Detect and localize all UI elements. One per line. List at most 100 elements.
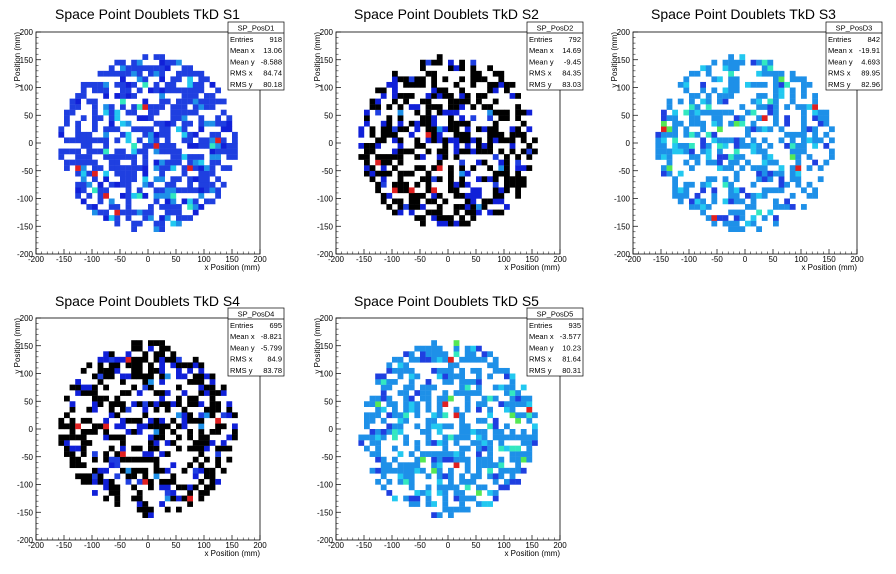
histogram-bin xyxy=(481,445,488,452)
histogram-bin xyxy=(420,76,426,83)
histogram-bin xyxy=(414,181,421,188)
histogram-bin xyxy=(204,187,210,194)
histogram-bin xyxy=(795,154,802,160)
histogram-bin xyxy=(142,148,149,155)
histogram-bin xyxy=(515,434,521,441)
histogram-bin xyxy=(392,412,398,419)
histogram-bin xyxy=(700,143,706,149)
histogram-bin xyxy=(397,154,404,160)
histogram-bin xyxy=(176,395,182,402)
histogram-bin xyxy=(125,181,132,188)
histogram-bin xyxy=(192,484,199,491)
histogram-bin xyxy=(64,440,70,446)
histogram-bin xyxy=(358,434,365,441)
histogram-bin xyxy=(694,115,701,121)
histogram-bin xyxy=(728,226,734,232)
histogram-bin xyxy=(784,120,790,127)
histogram-bin xyxy=(677,198,684,205)
histogram-bin xyxy=(420,451,426,457)
histogram-bin xyxy=(778,81,785,88)
histogram-bin xyxy=(408,473,415,480)
histogram-bin xyxy=(80,165,87,171)
histogram-bin xyxy=(829,148,835,155)
histogram-bin xyxy=(448,395,454,402)
histogram-bin xyxy=(464,478,471,485)
histogram-bin xyxy=(209,467,216,474)
histogram-bin xyxy=(86,170,93,177)
x-tick-label: -200 xyxy=(625,255,642,264)
histogram-bin xyxy=(520,120,527,127)
histogram-bin xyxy=(69,434,76,441)
histogram-bin xyxy=(192,473,199,480)
histogram-bin xyxy=(397,373,404,380)
x-tick-label: 150 xyxy=(525,255,539,264)
histogram-bin xyxy=(114,495,121,502)
histogram-bin xyxy=(476,143,482,149)
histogram-bin xyxy=(823,159,830,166)
x-tick-label: 0 xyxy=(743,255,748,264)
histogram-bin xyxy=(700,204,706,210)
histogram-bin xyxy=(148,345,154,352)
y-tick-label: 200 xyxy=(320,314,334,323)
histogram-bin xyxy=(498,456,505,463)
histogram-bin xyxy=(397,159,404,166)
histogram-bin xyxy=(476,373,482,380)
x-tick-label: 0 xyxy=(446,541,451,550)
x-tick-label: -150 xyxy=(56,255,73,264)
histogram-bin xyxy=(722,65,729,72)
y-tick-label: 100 xyxy=(617,84,631,93)
histogram-bin xyxy=(86,384,93,391)
histogram-bin xyxy=(136,362,143,369)
stats-label-rms-x: RMS x xyxy=(230,355,253,364)
histogram-bin xyxy=(131,143,137,149)
histogram-bin xyxy=(181,362,188,369)
histogram-bin xyxy=(375,451,381,457)
histogram-bin xyxy=(689,98,695,105)
histogram-bin xyxy=(470,148,477,155)
y-tick-label: -200 xyxy=(17,250,34,259)
histogram-bin xyxy=(97,467,104,474)
histogram-bin xyxy=(453,440,460,446)
histogram-bin xyxy=(159,356,165,363)
histogram-bin xyxy=(103,126,109,133)
histogram-bin xyxy=(198,379,205,385)
histogram-bin xyxy=(425,126,432,133)
histogram-bin xyxy=(192,401,199,407)
histogram-bin xyxy=(364,143,370,149)
histogram-bin xyxy=(420,65,426,72)
histogram-bin xyxy=(728,54,734,60)
histogram-bin xyxy=(97,115,104,121)
histogram-bin xyxy=(380,87,387,94)
histogram-bin xyxy=(459,170,465,177)
histogram-bin xyxy=(689,120,695,127)
histogram-bin xyxy=(120,440,126,446)
histogram-bin xyxy=(131,356,137,363)
x-tick-label: 200 xyxy=(553,541,567,550)
y-axis-label: y Position (mm) xyxy=(13,32,22,88)
histogram-bin xyxy=(86,362,93,369)
histogram-bin xyxy=(86,181,93,188)
histogram-bin xyxy=(509,451,516,457)
histogram-bin xyxy=(481,148,488,155)
histogram-bin xyxy=(375,467,381,474)
y-tick-label: 200 xyxy=(320,28,334,37)
histogram-bin xyxy=(414,192,421,199)
histogram-bin xyxy=(722,109,729,116)
histogram-bin xyxy=(711,76,718,83)
histogram-bin xyxy=(397,170,404,177)
histogram-bin xyxy=(436,148,443,155)
histogram-bin xyxy=(108,406,115,413)
histogram-bin xyxy=(204,456,210,463)
histogram-bin xyxy=(125,165,132,171)
histogram-bin xyxy=(64,395,70,402)
histogram-bin xyxy=(509,401,516,407)
histogram-bin xyxy=(86,204,93,210)
histogram-bin xyxy=(442,379,449,385)
histogram-bin xyxy=(187,137,193,144)
histogram-bin xyxy=(198,423,205,430)
histogram-bin xyxy=(204,198,210,205)
histogram-bin xyxy=(131,126,137,133)
histogram-bin xyxy=(795,170,802,177)
histogram-bin xyxy=(187,65,193,72)
histogram-bin xyxy=(425,429,432,435)
